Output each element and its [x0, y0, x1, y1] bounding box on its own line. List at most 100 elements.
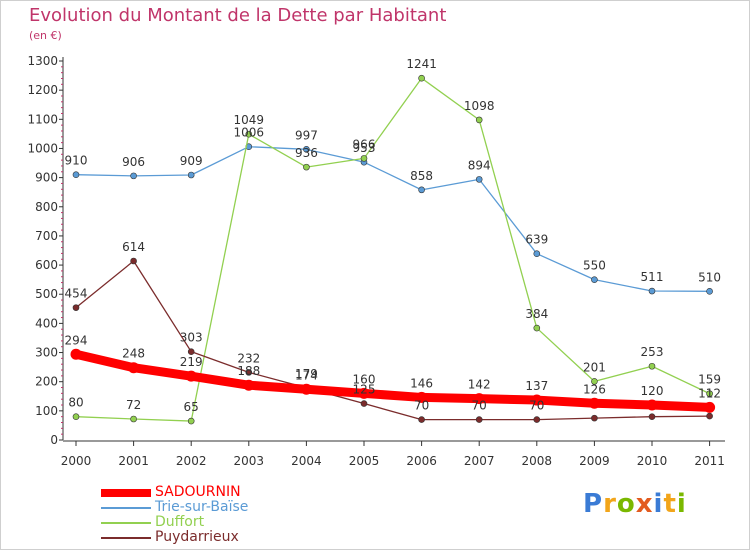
y-tick-label: 0 [50, 433, 58, 447]
data-point [706, 412, 713, 420]
data-point [531, 394, 543, 406]
data-label: 510 [698, 270, 721, 284]
y-tick-label: 200 [35, 375, 58, 389]
data-label: 858 [410, 169, 433, 183]
data-label: 201 [583, 360, 606, 374]
data-label: 112 [698, 386, 721, 400]
data-point [591, 378, 598, 385]
data-label: 384 [525, 307, 548, 321]
series-line-3 [75, 260, 711, 421]
legend-item: Duffort [101, 515, 248, 530]
data-point [533, 416, 541, 423]
legend-label: SADOURNIN [155, 484, 241, 500]
data-point [646, 399, 658, 411]
data-point [475, 116, 483, 124]
data-label: 953 [353, 141, 376, 155]
x-tick-label: 2002 [176, 454, 207, 468]
y-tick-label: 100 [35, 404, 58, 418]
data-point [300, 383, 312, 395]
x-tick-label: 2006 [406, 454, 437, 468]
x-tick-label: 2008 [522, 454, 553, 468]
data-point [706, 288, 713, 295]
data-label: 159 [698, 373, 721, 387]
data-point [533, 324, 541, 332]
data-label: 614 [122, 240, 145, 254]
data-point [72, 413, 80, 420]
data-label: 906 [122, 155, 145, 169]
legend-label: Trie-sur-Baïse [155, 499, 249, 515]
x-tick-label: 2004 [291, 454, 322, 468]
data-label: 511 [641, 270, 664, 284]
legend: SADOURNIN Trie-sur-Baïse Duffort Puydarrieu… [101, 485, 248, 545]
data-point [130, 172, 137, 180]
x-tick-label: 2000 [61, 454, 92, 468]
data-label: 639 [525, 233, 548, 247]
data-point [418, 186, 425, 194]
data-label: 70 [414, 399, 429, 413]
legend-label: Puydarrieux [155, 529, 239, 545]
data-label: 188 [237, 364, 260, 378]
data-point [187, 417, 195, 425]
data-label: 997 [295, 128, 318, 142]
series-lines [70, 74, 716, 425]
y-tick-label: 400 [35, 316, 58, 330]
data-point [473, 393, 485, 405]
data-label: 174 [295, 368, 318, 382]
legend-swatch [101, 536, 151, 539]
data-point [360, 155, 368, 162]
data-label: 72 [126, 398, 141, 412]
data-point [533, 250, 541, 258]
x-tick-label: 2010 [637, 454, 668, 468]
data-point [648, 287, 656, 295]
data-point [418, 74, 425, 82]
logo-letter: x [635, 489, 654, 519]
y-tick-label: 900 [35, 171, 58, 185]
data-point [591, 276, 598, 283]
data-label: 126 [583, 382, 606, 396]
data-label: 248 [122, 347, 145, 361]
data-point [70, 348, 82, 360]
data-labels: 294 248 219 188 174 160 146 142 137 126 120 112 910 9… [65, 57, 722, 414]
logo-letter: r [603, 489, 617, 519]
logo-letter: P [583, 489, 604, 519]
y-tick-label: 1100 [27, 112, 58, 126]
data-point [185, 370, 197, 382]
data-label: 454 [65, 287, 88, 301]
legend-item: Puydarrieux [101, 530, 248, 545]
data-point [303, 163, 310, 171]
data-point [416, 391, 428, 403]
series-line-1 [75, 146, 711, 292]
data-label: 1006 [234, 126, 265, 140]
data-point [360, 400, 368, 407]
y-tick-label: 1000 [27, 141, 58, 155]
x-tick-label: 2007 [464, 454, 495, 468]
data-point [187, 348, 195, 355]
data-label: 137 [525, 379, 548, 393]
legend-swatch [101, 488, 151, 497]
data-label: 219 [180, 355, 203, 369]
data-point [418, 416, 425, 423]
y-tick-label: 1200 [27, 83, 58, 97]
data-point [243, 379, 255, 391]
logo-letter: i [653, 489, 664, 519]
data-label: 1049 [234, 113, 265, 127]
data-point [130, 257, 137, 265]
data-label: 910 [65, 154, 88, 168]
legend-label: Duffort [155, 514, 205, 530]
data-label: 253 [641, 345, 664, 359]
y-tick-label: 600 [35, 258, 58, 272]
data-label: 146 [410, 376, 433, 390]
data-label: 966 [353, 137, 376, 151]
data-point [704, 401, 716, 413]
data-label: 1241 [406, 57, 437, 71]
data-label: 120 [641, 384, 664, 398]
data-point [475, 176, 483, 183]
data-label: 894 [468, 158, 491, 172]
x-tick-label: 2011 [694, 454, 725, 468]
data-point [130, 415, 137, 423]
data-point [128, 362, 140, 374]
y-tick-label: 300 [35, 346, 58, 360]
x-tick-label: 2001 [118, 454, 149, 468]
